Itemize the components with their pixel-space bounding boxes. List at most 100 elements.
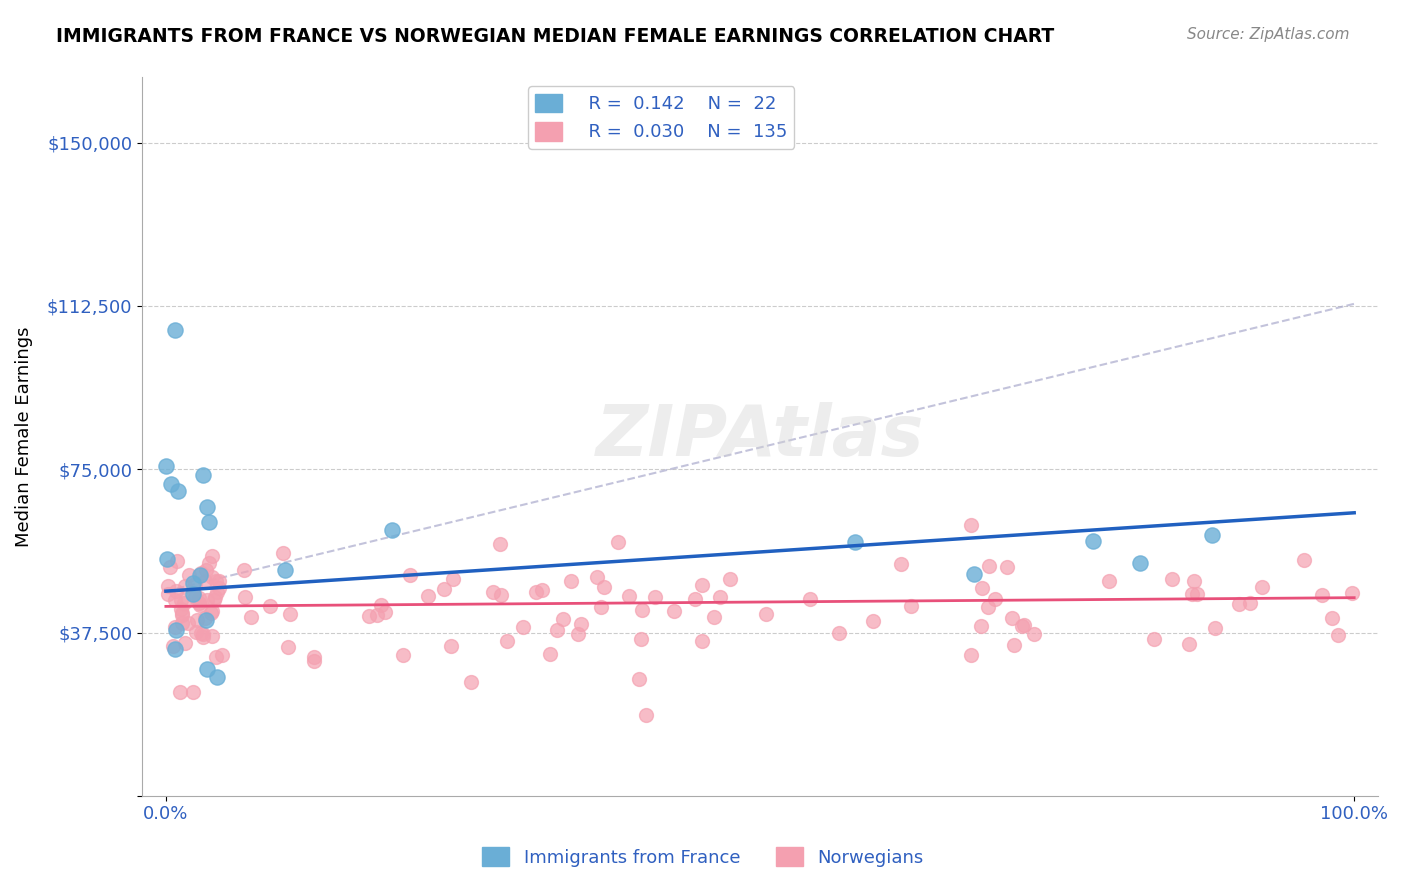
Point	[165, 620, 187, 634]
Point	[191, 467, 214, 482]
Point	[201, 629, 224, 643]
Point	[156, 587, 179, 601]
Point	[512, 620, 534, 634]
Point	[683, 592, 706, 607]
Point	[205, 670, 228, 684]
Point	[201, 549, 224, 563]
Point	[709, 590, 731, 604]
Point	[828, 626, 851, 640]
Point	[1201, 528, 1223, 542]
Point	[188, 591, 211, 605]
Point	[1327, 628, 1350, 642]
Point	[1001, 611, 1024, 625]
Point	[194, 611, 217, 625]
Point	[546, 623, 568, 637]
Point	[184, 576, 207, 591]
Legend:   R =  0.142    N =  22,   R =  0.030    N =  135: R = 0.142 N = 22, R = 0.030 N = 135	[529, 87, 794, 149]
Point	[634, 708, 657, 723]
Point	[960, 517, 983, 532]
Point	[198, 515, 221, 529]
Point	[482, 585, 505, 599]
Point	[1024, 627, 1046, 641]
Point	[972, 581, 994, 595]
Point	[418, 589, 440, 603]
Point	[1002, 638, 1025, 652]
Point	[662, 604, 685, 618]
Point	[186, 624, 208, 639]
Point	[441, 572, 464, 586]
Point	[201, 570, 224, 584]
Point	[190, 566, 212, 580]
Point	[690, 578, 713, 592]
Point	[204, 590, 226, 604]
Point	[755, 607, 778, 622]
Point	[1143, 632, 1166, 647]
Point	[690, 634, 713, 648]
Point	[703, 609, 725, 624]
Point	[233, 563, 256, 577]
Point	[174, 636, 197, 650]
Point	[619, 589, 641, 603]
Point	[202, 593, 225, 607]
Point	[188, 567, 211, 582]
Text: ZIPAtlas: ZIPAtlas	[596, 402, 924, 471]
Point	[433, 582, 456, 596]
Point	[1181, 587, 1204, 601]
Point	[1012, 618, 1035, 632]
Point	[273, 563, 295, 577]
Point	[1341, 586, 1364, 600]
Point	[170, 592, 193, 607]
Point	[190, 625, 212, 640]
Point	[208, 574, 231, 589]
Point	[496, 633, 519, 648]
Point	[1081, 534, 1104, 549]
Point	[195, 593, 218, 607]
Point	[204, 574, 226, 588]
Point	[170, 615, 193, 630]
Point	[179, 567, 201, 582]
Point	[170, 602, 193, 616]
Point	[211, 648, 233, 663]
Point	[173, 596, 195, 610]
Point	[259, 599, 281, 614]
Point	[644, 590, 666, 604]
Point	[586, 570, 609, 584]
Point	[630, 632, 652, 646]
Point	[984, 592, 1007, 607]
Point	[627, 672, 650, 686]
Point	[200, 607, 222, 621]
Point	[1310, 588, 1333, 602]
Point	[195, 563, 218, 577]
Point	[240, 610, 263, 624]
Point	[398, 568, 420, 582]
Point	[1178, 637, 1201, 651]
Point	[1250, 580, 1272, 594]
Text: Source: ZipAtlas.com: Source: ZipAtlas.com	[1187, 27, 1350, 42]
Point	[567, 627, 589, 641]
Point	[963, 567, 986, 582]
Point	[165, 592, 187, 607]
Point	[208, 581, 231, 595]
Point	[392, 648, 415, 662]
Point	[205, 649, 228, 664]
Point	[1294, 553, 1316, 567]
Point	[159, 477, 181, 491]
Point	[995, 560, 1018, 574]
Point	[862, 615, 884, 629]
Point	[569, 617, 592, 632]
Point	[530, 582, 553, 597]
Point	[181, 685, 204, 699]
Point	[560, 574, 582, 589]
Point	[166, 583, 188, 598]
Point	[181, 586, 204, 600]
Point	[591, 600, 613, 615]
Point	[173, 579, 195, 593]
Point	[271, 546, 294, 560]
Point	[844, 535, 866, 549]
Point	[169, 685, 191, 699]
Point	[440, 640, 463, 654]
Point	[195, 500, 218, 515]
Point	[159, 559, 181, 574]
Point	[194, 613, 217, 627]
Point	[607, 535, 630, 549]
